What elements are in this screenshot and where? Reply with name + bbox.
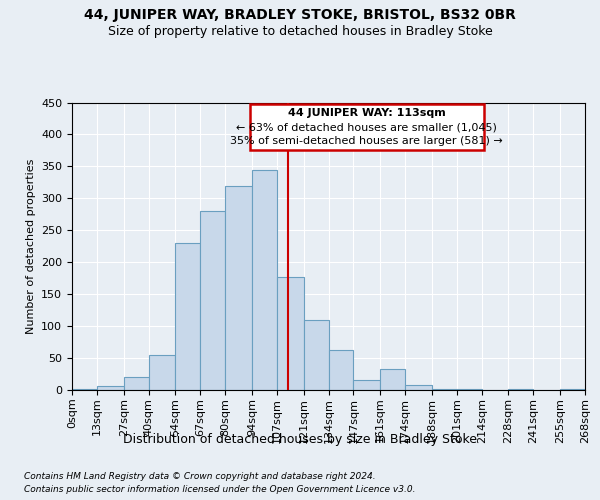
Text: 44, JUNIPER WAY, BRADLEY STOKE, BRISTOL, BS32 0BR: 44, JUNIPER WAY, BRADLEY STOKE, BRISTOL,… [84, 8, 516, 22]
Bar [124, 377, 149, 390]
Bar [304, 320, 329, 390]
FancyBboxPatch shape [250, 104, 484, 150]
Bar [97, 386, 124, 390]
Y-axis label: Number of detached properties: Number of detached properties [26, 158, 35, 334]
Text: Distribution of detached houses by size in Bradley Stoke: Distribution of detached houses by size … [123, 432, 477, 446]
Bar [277, 277, 304, 390]
Bar [149, 355, 175, 390]
Bar [432, 388, 457, 390]
Bar [200, 211, 225, 390]
Bar [405, 385, 432, 390]
Text: 35% of semi-detached houses are larger (581) →: 35% of semi-detached houses are larger (… [230, 136, 503, 146]
Text: ← 63% of detached houses are smaller (1,045): ← 63% of detached houses are smaller (1,… [236, 122, 497, 132]
Bar [380, 369, 405, 390]
Bar [329, 350, 353, 390]
Bar [175, 243, 200, 390]
Text: 44 JUNIPER WAY: 113sqm: 44 JUNIPER WAY: 113sqm [288, 108, 446, 118]
Bar [225, 186, 252, 390]
Bar [353, 380, 380, 390]
Text: Size of property relative to detached houses in Bradley Stoke: Size of property relative to detached ho… [107, 25, 493, 38]
Text: Contains HM Land Registry data © Crown copyright and database right 2024.: Contains HM Land Registry data © Crown c… [24, 472, 376, 481]
Bar [252, 170, 277, 390]
Text: Contains public sector information licensed under the Open Government Licence v3: Contains public sector information licen… [24, 485, 415, 494]
